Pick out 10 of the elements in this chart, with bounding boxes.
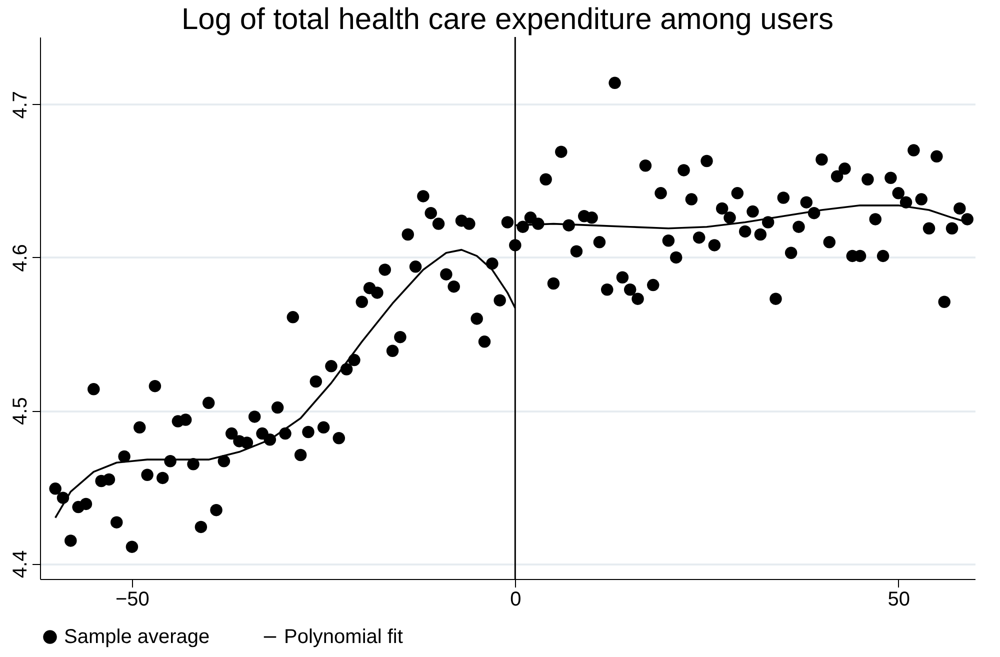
x-tick-label: 0 bbox=[510, 588, 522, 610]
y-tick-label: 4.7 bbox=[10, 90, 32, 119]
legend-label: Polynomial fit bbox=[284, 626, 404, 648]
x-tick-label: −50 bbox=[116, 588, 150, 610]
x-tick-label: 50 bbox=[888, 588, 910, 610]
y-tick-label: 4.5 bbox=[10, 397, 32, 425]
y-tick-label: 4.4 bbox=[10, 550, 32, 578]
chart-title: Log of total health care expenditure among users bbox=[181, 3, 834, 36]
y-tick-label: 4.6 bbox=[10, 244, 32, 272]
legend-label: Sample average bbox=[64, 626, 210, 648]
